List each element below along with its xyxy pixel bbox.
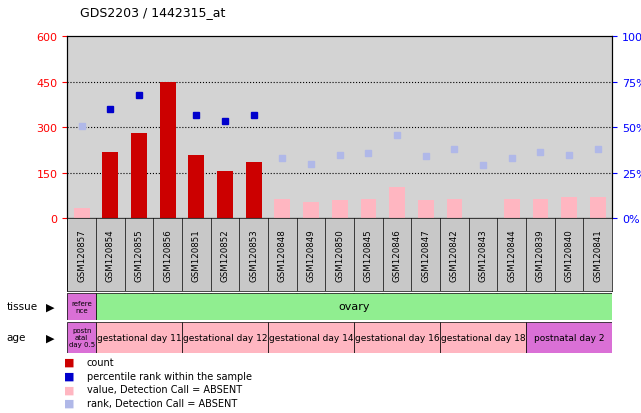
Text: GSM120848: GSM120848 — [278, 229, 287, 281]
Text: GSM120840: GSM120840 — [565, 229, 574, 281]
Text: GSM120850: GSM120850 — [335, 229, 344, 281]
Bar — [303, 202, 319, 219]
Text: refere
nce: refere nce — [71, 300, 92, 313]
Bar — [160, 83, 176, 219]
Text: percentile rank within the sample: percentile rank within the sample — [87, 371, 251, 381]
Bar — [389, 187, 405, 219]
Text: gestational day 12: gestational day 12 — [183, 333, 267, 342]
Bar — [332, 201, 347, 219]
Bar — [360, 199, 376, 219]
Text: GSM120841: GSM120841 — [594, 229, 603, 281]
Text: ovary: ovary — [338, 301, 370, 312]
Bar — [590, 198, 606, 219]
Text: GSM120857: GSM120857 — [77, 229, 86, 281]
Bar — [131, 134, 147, 219]
Bar — [74, 208, 90, 219]
Text: ▶: ▶ — [46, 301, 54, 312]
Text: GSM120844: GSM120844 — [507, 229, 516, 281]
Bar — [246, 163, 262, 219]
Text: gestational day 14: gestational day 14 — [269, 333, 353, 342]
Bar — [274, 199, 290, 219]
Text: GSM120853: GSM120853 — [249, 229, 258, 281]
Text: age: age — [6, 332, 26, 343]
Bar — [354, 322, 440, 353]
Text: gestational day 18: gestational day 18 — [441, 333, 526, 342]
Bar — [103, 152, 118, 219]
Bar — [418, 201, 434, 219]
Text: gestational day 16: gestational day 16 — [354, 333, 439, 342]
Bar — [526, 322, 612, 353]
Text: GDS2203 / 1442315_at: GDS2203 / 1442315_at — [80, 6, 226, 19]
Text: GSM120856: GSM120856 — [163, 229, 172, 281]
Text: postnatal day 2: postnatal day 2 — [534, 333, 604, 342]
Text: GSM120846: GSM120846 — [392, 229, 401, 281]
Text: GSM120849: GSM120849 — [306, 229, 315, 281]
Text: count: count — [87, 357, 114, 367]
Text: GSM120839: GSM120839 — [536, 229, 545, 281]
Text: tissue: tissue — [6, 301, 38, 312]
Text: ■: ■ — [64, 398, 74, 408]
Bar — [96, 322, 182, 353]
Text: GSM120854: GSM120854 — [106, 229, 115, 281]
Text: gestational day 11: gestational day 11 — [97, 333, 181, 342]
Bar — [188, 155, 204, 219]
Text: GSM120843: GSM120843 — [479, 229, 488, 281]
Text: postn
atal
day 0.5: postn atal day 0.5 — [69, 328, 95, 348]
Text: ■: ■ — [64, 357, 74, 367]
Bar — [67, 293, 96, 320]
Bar — [67, 322, 96, 353]
Bar — [447, 199, 462, 219]
Bar — [268, 322, 354, 353]
Text: value, Detection Call = ABSENT: value, Detection Call = ABSENT — [87, 385, 242, 394]
Text: GSM120852: GSM120852 — [221, 229, 229, 281]
Text: ■: ■ — [64, 371, 74, 381]
Text: GSM120855: GSM120855 — [135, 229, 144, 281]
Text: GSM120851: GSM120851 — [192, 229, 201, 281]
Text: rank, Detection Call = ABSENT: rank, Detection Call = ABSENT — [87, 398, 237, 408]
Text: GSM120842: GSM120842 — [450, 229, 459, 281]
Text: ■: ■ — [64, 385, 74, 394]
Bar — [533, 199, 548, 219]
Bar — [217, 172, 233, 219]
Bar — [182, 322, 268, 353]
Bar — [504, 199, 520, 219]
Text: GSM120847: GSM120847 — [421, 229, 430, 281]
Text: GSM120845: GSM120845 — [364, 229, 373, 281]
Text: ▶: ▶ — [46, 332, 54, 343]
Bar — [440, 322, 526, 353]
Bar — [562, 198, 577, 219]
